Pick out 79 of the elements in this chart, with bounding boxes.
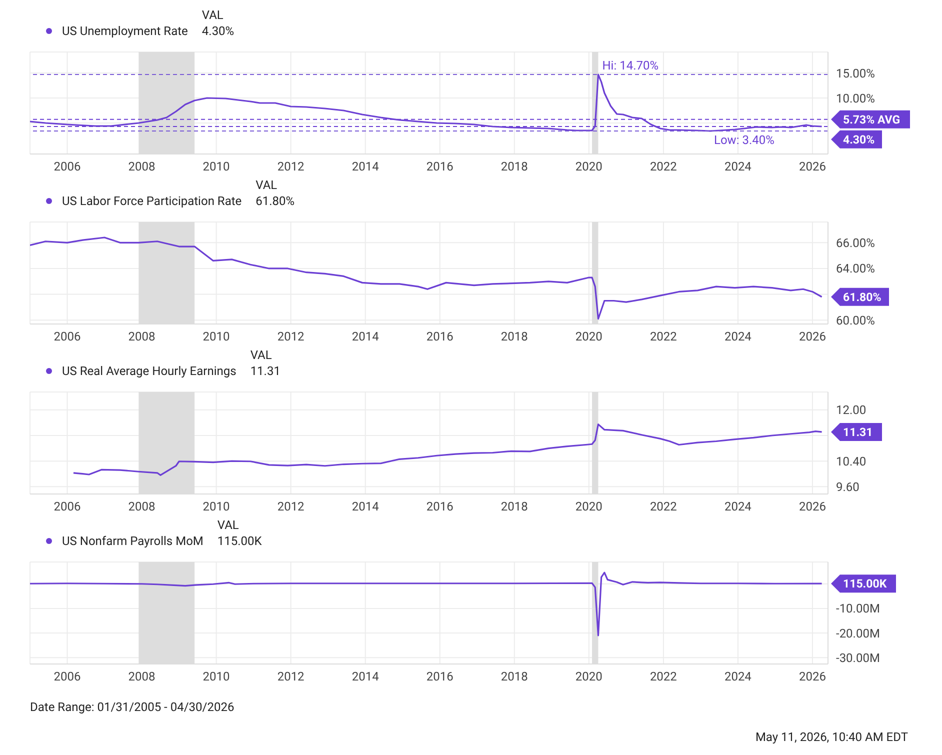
text: 115.00K xyxy=(217,534,262,548)
x-tick-label: 2020 xyxy=(575,160,603,174)
legend-title: VAL xyxy=(256,178,278,194)
annotation: 115.00K xyxy=(843,576,888,591)
x-tick-label: 2008 xyxy=(128,160,156,174)
x-tick-label: 2014 xyxy=(352,160,380,174)
y-tick-label: 60.00% xyxy=(836,313,876,328)
y-tick-label: -20.00M xyxy=(836,626,880,640)
x-tick-label: 2016 xyxy=(426,330,454,344)
x-tick-label: 2012 xyxy=(277,500,305,514)
y-tick-label: 10.40 xyxy=(836,454,866,468)
x-tick-label: 2012 xyxy=(277,160,305,174)
x-tick-label: 2014 xyxy=(352,330,380,344)
text: Date Range: 01/31/2005 - 04/30/2026 xyxy=(30,700,234,714)
x-tick-label: 2020 xyxy=(575,500,603,514)
annotation: 11.31 xyxy=(843,424,873,439)
line-series xyxy=(30,572,823,636)
x-tick-label: 2018 xyxy=(500,670,528,684)
x-tick-label: 2022 xyxy=(650,500,678,514)
x-tick-label: 2024 xyxy=(724,500,752,514)
y-tick-label: 10.00% xyxy=(836,91,876,106)
ref-line-label: 4.30% xyxy=(843,132,875,146)
legend-label: US Nonfarm Payrolls MoM xyxy=(61,534,204,548)
x-tick-label: 2016 xyxy=(426,670,454,684)
x-tick-label: 2022 xyxy=(650,330,678,344)
x-tick-label: 2014 xyxy=(352,670,380,684)
x-tick-label: 2026 xyxy=(798,160,826,174)
x-tick-label: 2024 xyxy=(724,330,752,344)
line-series xyxy=(72,423,823,476)
x-tick-label: 2012 xyxy=(277,670,305,684)
x-tick-label: 2018 xyxy=(500,330,528,344)
annotation: Low: 3.40% xyxy=(714,133,775,147)
x-tick-label: 2018 xyxy=(500,160,528,174)
x-tick-label: 2008 xyxy=(128,330,156,344)
x-tick-label: 2006 xyxy=(54,330,81,344)
x-tick-label: 2010 xyxy=(202,500,230,514)
legend-title: VAL xyxy=(217,518,240,534)
legend-label: US Labor Force Participation Rate xyxy=(61,194,242,208)
x-tick-label: 2020 xyxy=(575,330,603,344)
text: 61.80% xyxy=(256,194,295,208)
x-tick-label: 2024 xyxy=(724,160,752,174)
x-tick-label: 2008 xyxy=(128,670,156,684)
x-tick-label: 2026 xyxy=(798,500,826,514)
y-tick-label: 64.00% xyxy=(836,262,876,276)
x-tick-label: 2006 xyxy=(54,500,81,514)
y-tick-label: -10.00M xyxy=(836,602,880,616)
x-tick-label: 2008 xyxy=(128,500,156,514)
line-series xyxy=(30,236,823,320)
annotation: 61.80% xyxy=(843,290,882,304)
x-tick-label: 2026 xyxy=(798,330,826,344)
y-tick-label: 12.00 xyxy=(836,403,866,418)
text: May 11, 2026, 10:40 AM EDT xyxy=(755,730,909,744)
x-tick-label: 2026 xyxy=(798,670,826,684)
x-tick-label: 2022 xyxy=(650,160,678,174)
x-tick-label: 2024 xyxy=(724,670,752,684)
legend-label: US Real Average Hourly Earnings xyxy=(61,364,236,378)
x-tick-label: 2016 xyxy=(426,500,454,514)
x-tick-label: 2010 xyxy=(202,670,230,684)
legend-title: VAL xyxy=(250,348,273,364)
y-tick-label: -30.00M xyxy=(836,650,880,665)
y-tick-label: 66.00% xyxy=(836,236,876,250)
legend-label: US Unemployment Rate xyxy=(61,24,188,38)
x-tick-label: 2016 xyxy=(426,160,454,174)
annotation: Hi: 14.70% xyxy=(602,58,659,72)
legend-title: VAL xyxy=(202,8,224,24)
text: 4.30% xyxy=(202,24,234,38)
x-tick-label: 2014 xyxy=(352,500,380,514)
x-tick-label: 2006 xyxy=(54,160,81,174)
ref-line-label: 5.73% AVG xyxy=(843,112,900,126)
x-tick-label: 2010 xyxy=(202,330,230,344)
x-tick-label: 2022 xyxy=(650,670,678,684)
y-tick-label: 9.60 xyxy=(836,480,860,494)
x-tick-label: 2018 xyxy=(500,500,528,514)
y-tick-label: 15.00% xyxy=(836,66,876,80)
x-tick-label: 2012 xyxy=(277,330,305,344)
x-tick-label: 2006 xyxy=(54,670,81,684)
x-tick-label: 2020 xyxy=(575,670,603,684)
text: 11.31 xyxy=(250,364,280,378)
x-tick-label: 2010 xyxy=(202,160,230,174)
